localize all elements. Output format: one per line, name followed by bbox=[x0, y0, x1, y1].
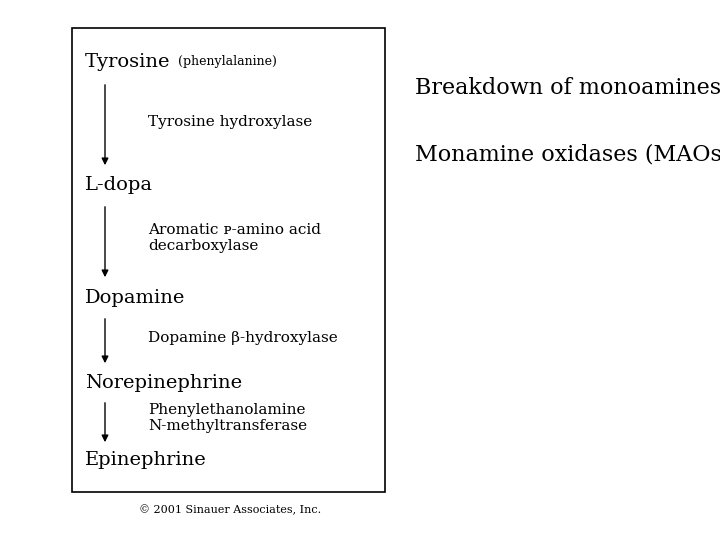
Text: Dopamine β-hydroxylase: Dopamine β-hydroxylase bbox=[148, 331, 338, 345]
Text: Aromatic ᴩ-amino acid
decarboxylase: Aromatic ᴩ-amino acid decarboxylase bbox=[148, 223, 321, 253]
Text: © 2001 Sinauer Associates, Inc.: © 2001 Sinauer Associates, Inc. bbox=[139, 505, 321, 515]
Text: Epinephrine: Epinephrine bbox=[85, 451, 207, 469]
Text: Dopamine: Dopamine bbox=[85, 289, 185, 307]
Text: Tyrosine: Tyrosine bbox=[85, 53, 171, 71]
Text: (phenylalanine): (phenylalanine) bbox=[178, 56, 277, 69]
Bar bbox=[72, 28, 385, 492]
Text: L-dopa: L-dopa bbox=[85, 176, 153, 194]
Text: Norepinephrine: Norepinephrine bbox=[85, 374, 242, 392]
Text: Breakdown of monoamines: Breakdown of monoamines bbox=[415, 77, 720, 99]
Text: Phenylethanolamine
N-methyltransferase: Phenylethanolamine N-methyltransferase bbox=[148, 403, 307, 433]
Text: Tyrosine hydroxylase: Tyrosine hydroxylase bbox=[148, 115, 312, 129]
Text: Monamine oxidases (MAOs): Monamine oxidases (MAOs) bbox=[415, 144, 720, 166]
